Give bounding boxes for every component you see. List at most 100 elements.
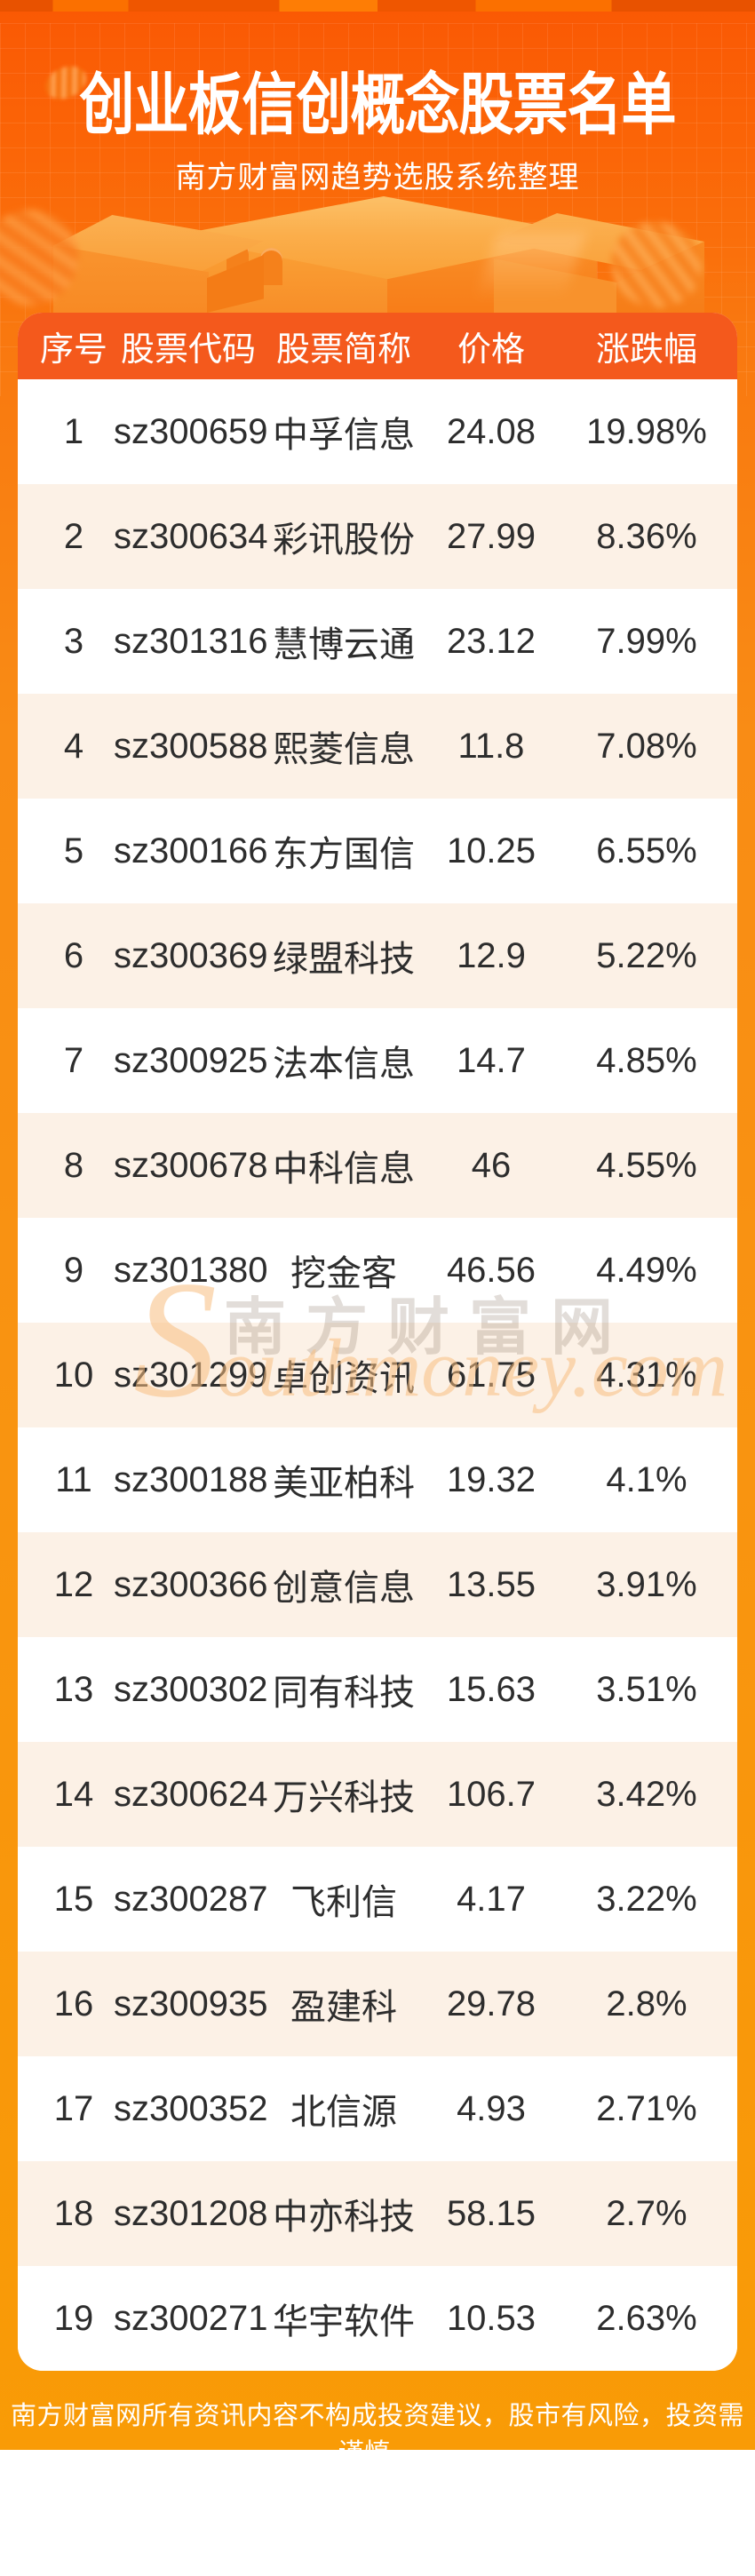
cell-stock-name: 中科信息: [273, 1149, 415, 1189]
cell-stock-code: sz301299: [114, 1355, 268, 1395]
cell-stock-code: sz300188: [114, 1459, 268, 1499]
table-header-row: 序号 股票代码 股票简称 价格 涨跌幅: [18, 313, 737, 379]
column-header-code: 股票代码: [120, 331, 256, 369]
cell-stock-name: 北信源: [290, 2093, 397, 2132]
cell-stock-name: 中亦科技: [273, 2198, 415, 2237]
cell-change-pct: 4.85%: [596, 1040, 697, 1080]
cell-index: 11: [55, 1459, 92, 1499]
cell-index: 9: [63, 1250, 84, 1290]
right-cube-side-face: [616, 242, 704, 313]
cell-change-pct: 2.63%: [596, 2298, 697, 2338]
stock-table: 序号 股票代码 股票简称 价格 涨跌幅 1 sz300659 中孚信息 24.0…: [18, 313, 737, 2371]
cell-index: 10: [53, 1355, 94, 1395]
table-row: 15 sz300287 飞利信 4.17 3.22%: [18, 1847, 737, 1952]
table-row: 1 sz300659 中孚信息 24.08 19.98%: [18, 379, 737, 484]
cell-price: 4.17: [457, 1879, 526, 1919]
cell-price: 29.78: [446, 1984, 536, 2023]
cell-stock-name: 法本信息: [273, 1045, 415, 1084]
cell-stock-code: sz300925: [114, 1040, 268, 1080]
cell-price: 15.63: [446, 1669, 536, 1709]
table-row: 16 sz300935 盈建科 29.78 2.8%: [18, 1952, 737, 2056]
right-cube-top-face: [494, 213, 704, 270]
podium-right-face: [387, 235, 597, 314]
table-row: 17 sz300352 北信源 4.93 2.71%: [18, 2056, 737, 2161]
cell-stock-code: sz300659: [114, 411, 268, 451]
cell-stock-name: 中孚信息: [273, 416, 415, 455]
coin-decor-icon: [0, 202, 86, 314]
cell-index: 4: [63, 726, 84, 766]
cell-price: 58.15: [446, 2193, 536, 2233]
column-header-index: 序号: [39, 331, 107, 369]
cell-price: 24.08: [446, 411, 536, 451]
cell-change-pct: 7.99%: [596, 621, 697, 661]
cell-price: 46: [471, 1145, 512, 1185]
cell-index: 18: [53, 2193, 94, 2233]
left-cube-front-face: [53, 245, 209, 313]
cell-price: 10.25: [446, 831, 536, 871]
cell-price: 23.12: [446, 621, 536, 661]
cell-price: 46.56: [446, 1250, 536, 1290]
cell-index: 15: [53, 1879, 94, 1919]
table-row: 8 sz300678 中科信息 46 4.55%: [18, 1113, 737, 1218]
cell-index: 2: [63, 516, 84, 556]
cell-change-pct: 4.31%: [596, 1355, 697, 1395]
cell-stock-code: sz300302: [114, 1669, 268, 1709]
cell-stock-code: sz300624: [114, 1774, 268, 1814]
cell-change-pct: 3.22%: [596, 1879, 697, 1919]
cell-change-pct: 2.71%: [596, 2088, 697, 2128]
page-title: 创业板信创概念股票名单: [79, 68, 676, 143]
podium-arch-decor: [260, 248, 282, 285]
table-row: 6 sz300369 绿盟科技 12.9 5.22%: [18, 903, 737, 1008]
cell-price: 12.9: [457, 935, 526, 975]
cell-index: 14: [53, 1774, 94, 1814]
column-header-change: 涨跌幅: [595, 331, 697, 369]
cell-stock-name: 卓创资讯: [273, 1359, 415, 1398]
cell-stock-name: 万兴科技: [273, 1778, 415, 1817]
table-row: 10 sz301299 卓创资讯 61.75 4.31%: [18, 1323, 737, 1427]
cell-index: 16: [53, 1984, 94, 2023]
cell-change-pct: 3.91%: [596, 1564, 697, 1604]
cell-stock-name: 华宇软件: [273, 2302, 415, 2341]
top-edge-band: [0, 0, 755, 12]
cell-change-pct: 19.98%: [586, 411, 707, 451]
cell-index: 5: [63, 831, 84, 871]
cell-stock-name: 挖金客: [290, 1254, 397, 1293]
cell-stock-code: sz300369: [114, 935, 268, 975]
column-header-price: 价格: [457, 331, 525, 369]
cell-stock-code: sz301208: [114, 2193, 268, 2233]
table-body: 1 sz300659 中孚信息 24.08 19.98% 2 sz300634 …: [18, 379, 737, 2371]
cell-stock-code: sz300366: [114, 1564, 268, 1604]
cell-price: 27.99: [446, 516, 536, 556]
cell-index: 12: [53, 1564, 94, 1604]
cell-stock-code: sz301380: [114, 1250, 268, 1290]
cell-stock-code: sz300271: [114, 2298, 268, 2338]
cell-stock-code: sz300634: [114, 516, 268, 556]
cell-stock-name: 创意信息: [273, 1569, 415, 1608]
cell-index: 17: [53, 2088, 94, 2128]
orange-background: 创业板信创概念股票名单 南方财富网趋势选股系统整理 序号 股票代码 股票简称 价…: [0, 0, 755, 2450]
cell-stock-name: 彩讯股份: [273, 521, 415, 560]
cell-change-pct: 3.42%: [596, 1774, 697, 1814]
table-row: 3 sz301316 慧博云通 23.12 7.99%: [18, 589, 737, 694]
cell-index: 8: [63, 1145, 84, 1185]
cell-stock-code: sz300166: [114, 831, 268, 871]
table-row: 5 sz300166 东方国信 10.25 6.55%: [18, 799, 737, 903]
cell-change-pct: 7.08%: [596, 726, 697, 766]
podium-arch-decor: [226, 241, 249, 278]
cell-price: 106.7: [446, 1774, 536, 1814]
cell-index: 6: [63, 935, 84, 975]
table-row: 2 sz300634 彩讯股份 27.99 8.36%: [18, 484, 737, 589]
cell-change-pct: 4.49%: [596, 1250, 697, 1290]
cell-change-pct: 4.1%: [606, 1459, 687, 1499]
right-cube-front-face: [494, 258, 618, 313]
cell-index: 19: [53, 2298, 94, 2338]
cell-index: 7: [63, 1040, 84, 1080]
light-flare-decor: [475, 233, 587, 298]
cell-stock-name: 同有科技: [273, 1674, 415, 1713]
table-row: 4 sz300588 熙菱信息 11.8 7.08%: [18, 694, 737, 799]
cell-stock-name: 盈建科: [290, 1988, 397, 2027]
cell-stock-code: sz300935: [114, 1984, 268, 2023]
cell-change-pct: 4.55%: [596, 1145, 697, 1185]
table-row: 19 sz300271 华宇软件 10.53 2.63%: [18, 2266, 737, 2371]
